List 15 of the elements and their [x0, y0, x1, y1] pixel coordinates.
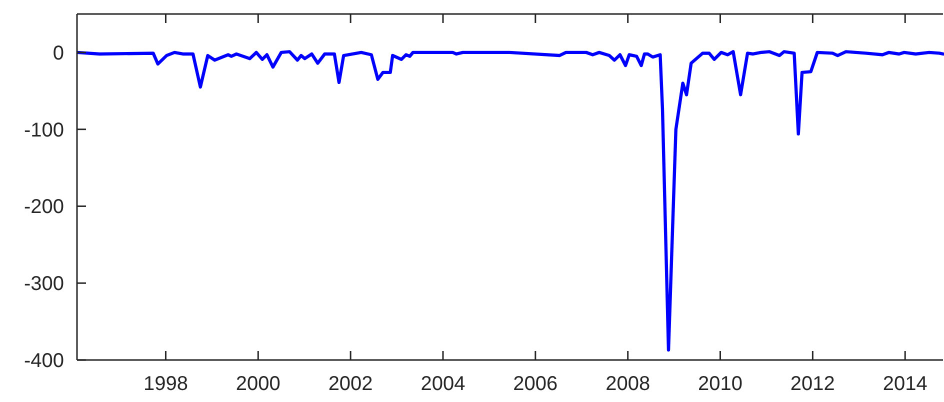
x-tick-label: 1998	[143, 373, 188, 395]
y-tick-label: 0	[52, 42, 64, 64]
x-tick-label: 2014	[882, 373, 928, 395]
y-tick-label: -100	[24, 119, 64, 142]
x-tick-label: 2012	[790, 373, 835, 395]
x-tick-label: 2002	[328, 373, 373, 395]
x-tick-label: 2010	[698, 373, 743, 395]
x-tick-label: 2006	[513, 373, 558, 395]
line-series	[77, 50, 944, 352]
x-tick-label: 2000	[236, 373, 280, 395]
x-tick-label: 2004	[420, 373, 466, 395]
y-tick-label: -400	[24, 350, 64, 372]
y-tick-label: -200	[24, 196, 64, 218]
x-tick-label: 2008	[606, 373, 650, 395]
y-tick-label: -300	[24, 273, 64, 296]
